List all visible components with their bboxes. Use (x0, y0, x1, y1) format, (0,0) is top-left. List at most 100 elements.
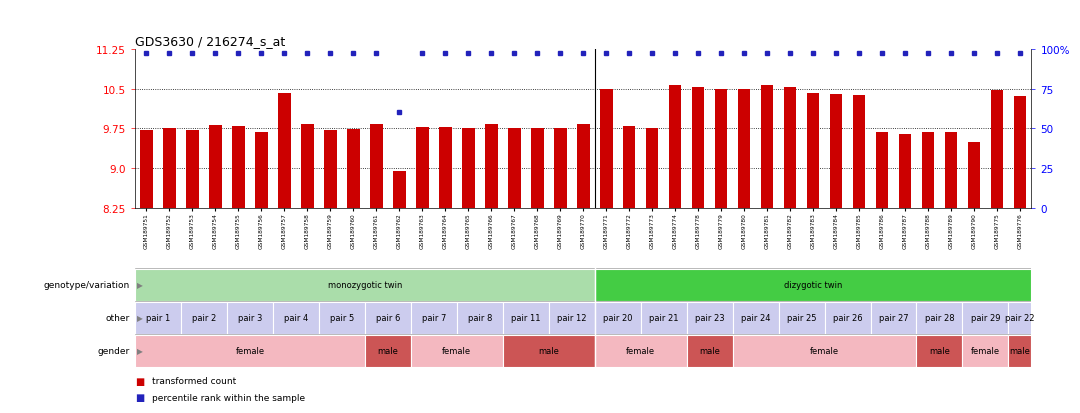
Bar (577, 125, 590, 209)
Bar (784, 88, 796, 209)
Bar (531, 129, 543, 209)
Text: pair 6: pair 6 (376, 313, 400, 323)
Text: other: other (106, 313, 130, 323)
Text: female: female (235, 347, 265, 356)
Bar (410, 335, 503, 367)
Bar (347, 130, 360, 209)
Text: pair 20: pair 20 (603, 313, 633, 323)
Bar (227, 302, 273, 334)
Bar (301, 125, 313, 209)
Text: pair 12: pair 12 (557, 313, 586, 323)
Bar (968, 142, 981, 209)
Text: pair 4: pair 4 (284, 313, 308, 323)
Text: transformed count: transformed count (152, 376, 237, 385)
Bar (829, 95, 842, 209)
Bar (595, 302, 640, 334)
Bar (508, 129, 521, 209)
Text: pair 3: pair 3 (238, 313, 262, 323)
Text: ▶: ▶ (137, 347, 143, 356)
Bar (365, 335, 410, 367)
Bar (917, 302, 962, 334)
Text: pair 23: pair 23 (694, 313, 725, 323)
Text: ▶: ▶ (137, 313, 143, 323)
Bar (962, 335, 1009, 367)
Bar (232, 126, 245, 209)
Bar (669, 85, 681, 209)
Bar (738, 90, 751, 209)
Bar (623, 126, 635, 209)
Bar (210, 126, 221, 209)
Bar (945, 133, 957, 209)
Bar (410, 302, 457, 334)
Bar (181, 302, 227, 334)
Text: pair 8: pair 8 (468, 313, 492, 323)
Bar (319, 302, 365, 334)
Bar (438, 128, 451, 209)
Bar (715, 89, 728, 209)
Text: pair 7: pair 7 (421, 313, 446, 323)
Bar (732, 302, 779, 334)
Bar (687, 302, 732, 334)
Bar (646, 129, 659, 209)
Text: pair 24: pair 24 (741, 313, 770, 323)
Bar (255, 133, 268, 209)
Text: ▶: ▶ (137, 280, 143, 290)
Bar (962, 302, 1009, 334)
Text: percentile rank within the sample: percentile rank within the sample (152, 393, 306, 402)
Bar (503, 335, 595, 367)
Bar (599, 89, 612, 209)
Bar (990, 90, 1003, 209)
Text: pair 27: pair 27 (879, 313, 908, 323)
Text: gender: gender (97, 347, 130, 356)
Bar (1009, 302, 1031, 334)
Bar (140, 131, 152, 209)
Text: ■: ■ (135, 392, 145, 402)
Bar (163, 129, 176, 209)
Bar (870, 302, 917, 334)
Bar (1009, 335, 1031, 367)
Bar (549, 302, 595, 334)
Text: pair 5: pair 5 (329, 313, 354, 323)
Bar (732, 335, 917, 367)
Bar (393, 171, 406, 209)
Bar (779, 302, 824, 334)
Bar (135, 302, 181, 334)
Text: pair 22: pair 22 (1005, 313, 1035, 323)
Bar (135, 335, 365, 367)
Bar (921, 133, 934, 209)
Bar (595, 269, 1031, 301)
Bar (186, 131, 199, 209)
Text: male: male (538, 347, 559, 356)
Text: pair 29: pair 29 (971, 313, 1000, 323)
Bar (824, 302, 870, 334)
Bar (278, 94, 291, 209)
Text: female: female (810, 347, 839, 356)
Bar (917, 335, 962, 367)
Text: pair 2: pair 2 (192, 313, 216, 323)
Bar (462, 129, 474, 209)
Bar (324, 131, 337, 209)
Text: male: male (1010, 347, 1030, 356)
Text: female: female (971, 347, 1000, 356)
Bar (595, 335, 687, 367)
Text: male: male (377, 347, 399, 356)
Bar (687, 335, 732, 367)
Bar (899, 134, 912, 209)
Bar (554, 129, 567, 209)
Text: male: male (699, 347, 720, 356)
Bar (370, 125, 382, 209)
Bar (1014, 97, 1026, 209)
Text: pair 1: pair 1 (146, 313, 171, 323)
Text: GDS3630 / 216274_s_at: GDS3630 / 216274_s_at (135, 36, 285, 48)
Bar (365, 302, 410, 334)
Bar (457, 302, 503, 334)
Text: dizygotic twin: dizygotic twin (784, 280, 842, 290)
Text: ■: ■ (135, 375, 145, 386)
Text: pair 21: pair 21 (649, 313, 678, 323)
Bar (876, 133, 889, 209)
Text: pair 26: pair 26 (833, 313, 862, 323)
Bar (640, 302, 687, 334)
Bar (692, 88, 704, 209)
Bar (853, 96, 865, 209)
Text: male: male (929, 347, 950, 356)
